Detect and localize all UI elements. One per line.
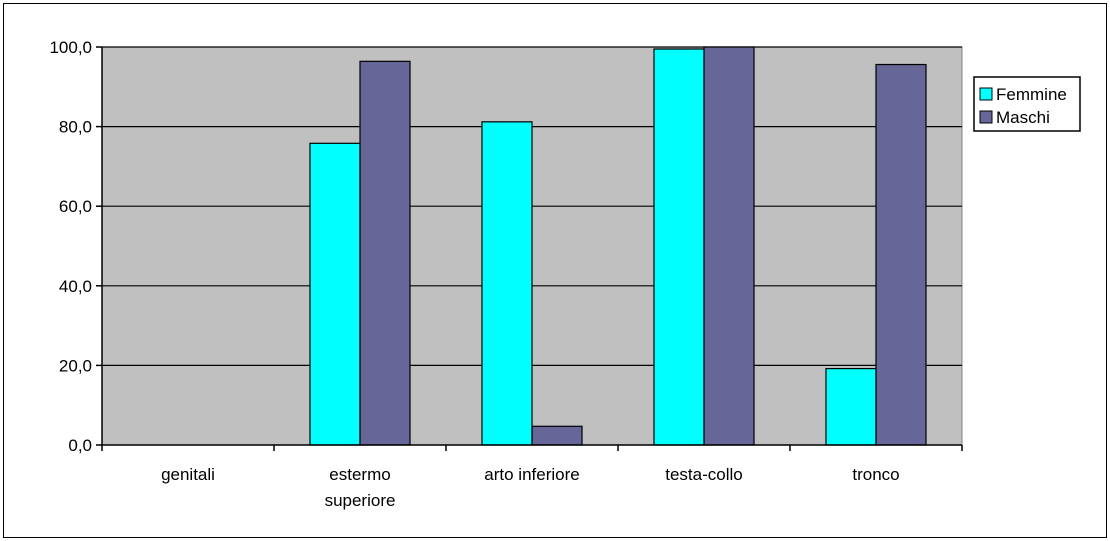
legend-swatch-maschi bbox=[979, 110, 993, 124]
bar-maschi-1 bbox=[359, 60, 411, 446]
bar-maschi-3 bbox=[703, 46, 755, 446]
legend-label-femmine: Femmine bbox=[996, 85, 1067, 104]
y-tick-label: 40,0 bbox=[59, 277, 92, 296]
bar-femmine-4 bbox=[825, 367, 877, 446]
y-tick-label: 100,0 bbox=[49, 38, 92, 57]
y-tick-label: 0,0 bbox=[68, 436, 92, 455]
x-category-label: testa-collo bbox=[665, 465, 742, 484]
y-tick-label: 20,0 bbox=[59, 356, 92, 375]
x-category-labels: genitali estermo superiore arto inferiore te… bbox=[161, 465, 900, 510]
legend: Femmine Maschi bbox=[973, 76, 1081, 132]
legend-label-maschi: Maschi bbox=[996, 108, 1050, 127]
x-category-label: genitali bbox=[161, 465, 215, 484]
y-tick-label: 60,0 bbox=[59, 197, 92, 216]
x-category-label: tronco bbox=[852, 465, 899, 484]
bar-femmine-3 bbox=[653, 48, 705, 446]
axes bbox=[96, 46, 963, 451]
x-category-label: estermo superiore bbox=[325, 465, 396, 510]
y-tick-labels: 0,0 20,0 40,0 60,0 80,0 100,0 bbox=[49, 38, 92, 455]
bar-femmine-2 bbox=[481, 121, 533, 446]
legend-swatch-femmine bbox=[979, 87, 993, 101]
bar-femmine-1 bbox=[309, 142, 361, 446]
bar-maschi-2 bbox=[531, 425, 583, 446]
x-category-label: arto inferiore bbox=[484, 465, 579, 484]
y-tick-label: 80,0 bbox=[59, 118, 92, 137]
bar-maschi-4 bbox=[875, 63, 927, 446]
bars bbox=[309, 46, 927, 446]
